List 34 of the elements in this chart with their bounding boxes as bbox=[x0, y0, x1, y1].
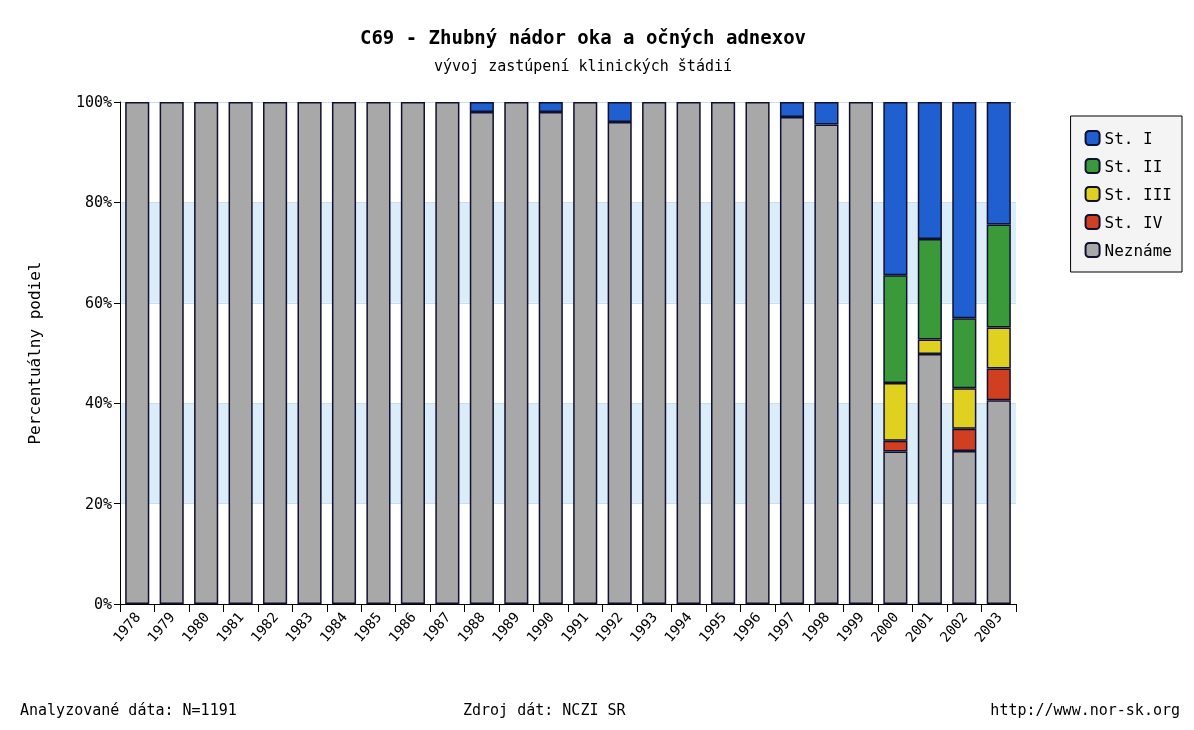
bar bbox=[159, 102, 184, 604]
bar bbox=[125, 102, 150, 604]
bar bbox=[366, 102, 391, 604]
bar bbox=[331, 102, 357, 604]
bar bbox=[400, 102, 425, 604]
legend-label: St. I bbox=[1104, 128, 1153, 148]
legend-label: St. II bbox=[1104, 156, 1163, 176]
legend-label: St. III bbox=[1104, 184, 1173, 204]
y-tick-label: 40% bbox=[84, 394, 112, 413]
bar bbox=[676, 102, 701, 604]
y-tick-label: 100% bbox=[75, 93, 112, 111]
legend-label: Neznáme bbox=[1104, 240, 1173, 260]
y-tick-label: 60% bbox=[84, 293, 112, 312]
bar bbox=[263, 102, 288, 604]
text: Analyzované dáta: N=1191 bbox=[20, 700, 237, 719]
text: http://www.nor-sk.org bbox=[990, 700, 1181, 719]
legend-label: St. IV bbox=[1104, 212, 1163, 232]
bar bbox=[711, 102, 736, 604]
bar bbox=[745, 102, 770, 604]
y-tick-label: 0% bbox=[93, 595, 112, 613]
chart-title: C69 - Zhubný nádor oka a očných adnexov bbox=[359, 25, 807, 48]
bar bbox=[435, 102, 460, 604]
chart-subtitle: vývoj zastúpení klinických štádií bbox=[433, 56, 733, 75]
bar bbox=[194, 102, 219, 604]
bar bbox=[642, 102, 667, 604]
bar bbox=[848, 102, 873, 604]
bar bbox=[504, 102, 529, 604]
text: Zdroj dát: NCZI SR bbox=[463, 700, 627, 719]
bar bbox=[573, 102, 598, 604]
bar bbox=[228, 102, 253, 604]
y-tick-label: 80% bbox=[84, 193, 112, 212]
y-axis-title: Percentuálny podiel bbox=[24, 261, 44, 445]
bar bbox=[297, 102, 322, 604]
y-tick-label: 20% bbox=[84, 494, 112, 513]
